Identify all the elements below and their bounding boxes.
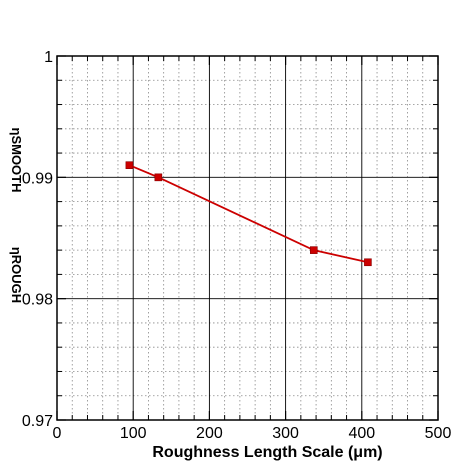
y-axis-title-numerator: ηROUGH [9, 247, 24, 303]
y-tick-label: 0.99 [22, 170, 53, 187]
x-tick-label: 0 [53, 425, 62, 442]
plot-frame [56, 55, 439, 421]
data-point [309, 246, 318, 254]
data-point [364, 258, 372, 267]
axis-ticks: 0 100 200 300 400 500 0.97 0.98 0.99 1 [22, 49, 452, 442]
series-line [129, 164, 369, 264]
data-point [125, 161, 134, 169]
x-axis-title: Roughness Length Scale (μm) [152, 444, 382, 461]
y-axis-title-denominator: ηSMOOTH [9, 128, 24, 193]
x-tick-label: 200 [196, 425, 223, 442]
x-tick-label: 100 [120, 425, 147, 442]
data-point [154, 173, 163, 182]
x-tick-label: 500 [425, 425, 452, 442]
x-tick-label: 400 [348, 425, 375, 442]
y-tick-label: 1 [44, 49, 53, 66]
grid [56, 55, 439, 421]
y-tick-label: 0.97 [22, 413, 53, 430]
x-tick-label: 300 [272, 425, 299, 442]
series-group [125, 161, 372, 267]
y-tick-label: 0.98 [22, 292, 53, 309]
